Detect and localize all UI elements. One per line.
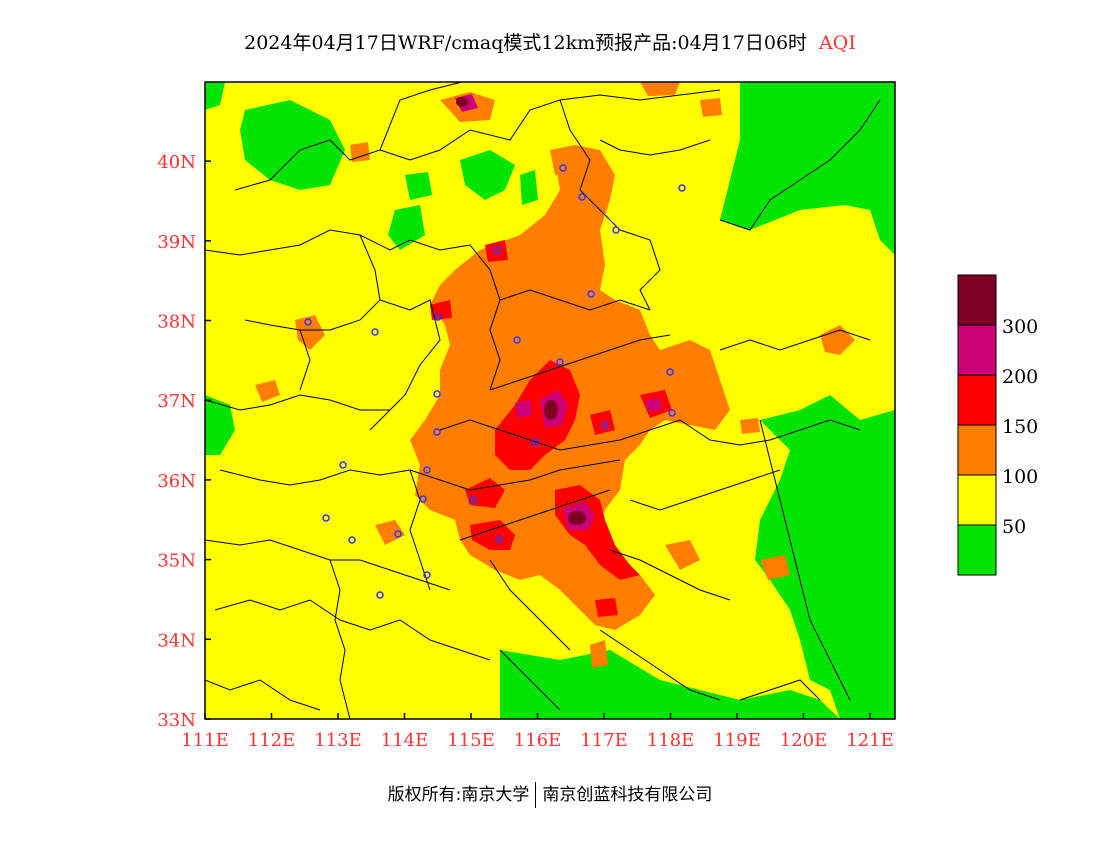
x-tick-label: 120E — [780, 730, 828, 751]
x-tick-label: 117E — [580, 730, 628, 751]
legend-label: 100 — [1002, 466, 1038, 488]
y-tick-label: 33N — [157, 710, 196, 731]
y-tick-label: 34N — [157, 630, 196, 651]
map-title: 2024年04月17日WRF/cmaq模式12km预报产品:04月17日06时 A… — [0, 28, 1100, 55]
legend-swatch — [957, 524, 997, 576]
x-tick-label: 116E — [514, 730, 562, 751]
x-tick-label: 112E — [248, 730, 296, 751]
x-tick-label: 119E — [713, 730, 761, 751]
legend-swatch — [957, 324, 997, 376]
y-tick-label: 35N — [157, 551, 196, 572]
y-tick-label: 40N — [157, 152, 196, 173]
legend-swatch — [957, 274, 997, 326]
y-tick-label: 37N — [157, 391, 196, 412]
x-tick-label: 115E — [447, 730, 495, 751]
x-tick-label: 114E — [381, 730, 429, 751]
copyright-footer: 版权所有:南京大学 南京创蓝科技有限公司 — [0, 780, 1100, 808]
x-tick-label: 113E — [314, 730, 362, 751]
aqi-legend: 50 100 150 200 300 — [957, 274, 1038, 576]
legend-swatch — [957, 424, 997, 476]
x-tick-label: 111E — [181, 730, 229, 751]
legend-label: 200 — [1002, 366, 1038, 388]
copyright-left: 版权所有:南京大学 — [387, 785, 530, 805]
map-title-product: AQI — [819, 32, 856, 54]
good-areas — [205, 82, 895, 719]
legend-label: 150 — [1002, 416, 1038, 438]
map-title-main: 2024年04月17日WRF/cmaq模式12km预报产品:04月17日06时 — [244, 32, 808, 54]
legend-label: 300 — [1002, 316, 1038, 338]
legend-swatch — [957, 374, 997, 426]
footer-separator — [535, 782, 537, 808]
boundary-lines — [205, 82, 881, 719]
x-tick-label: 121E — [846, 730, 894, 751]
legend-label: 50 — [1002, 516, 1026, 538]
x-axis: 111E 112E 113E 114E 115E 116E 117E 118E 119E 120E… — [181, 713, 894, 751]
copyright-right: 南京创蓝科技有限公司 — [542, 785, 713, 805]
y-tick-label: 39N — [157, 232, 196, 253]
aqi-field — [205, 82, 895, 719]
x-tick-label: 118E — [647, 730, 695, 751]
legend-swatch — [957, 474, 997, 526]
y-axis: 33N 34N 35N 36N 37N 38N 39N 40N — [157, 152, 211, 731]
y-tick-label: 38N — [157, 312, 196, 333]
hazardous-areas — [456, 97, 586, 525]
y-tick-label: 36N — [157, 471, 196, 492]
city-markers — [304, 164, 686, 599]
